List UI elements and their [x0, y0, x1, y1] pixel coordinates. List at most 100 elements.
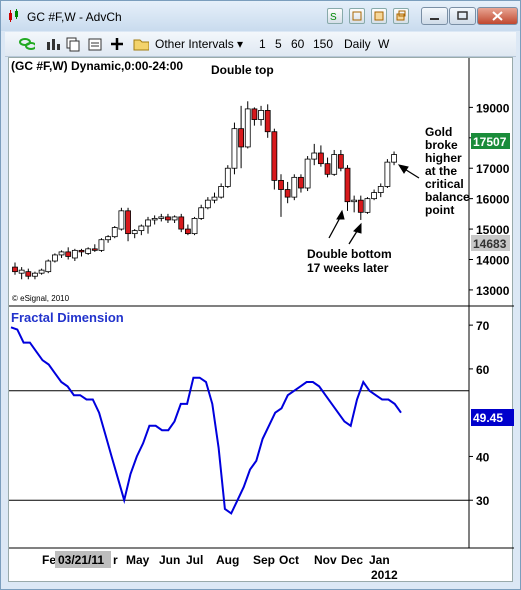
- indicator-tick-label: 40: [476, 450, 490, 464]
- candle-body: [258, 110, 264, 120]
- candle-body: [364, 198, 371, 213]
- cursor-date: 03/21/11: [58, 553, 104, 567]
- candle-body: [151, 218, 158, 221]
- candle-body: [18, 269, 25, 274]
- annotation-line: at the: [425, 164, 457, 178]
- month-label: Nov: [314, 553, 337, 567]
- maximize-button[interactable]: [449, 7, 476, 25]
- chart-canvas[interactable]: (GC #F,W) Dynamic,0:00-24:00 © eSignal, …: [9, 58, 514, 583]
- interval-150[interactable]: 150: [313, 37, 334, 51]
- candle-body: [12, 266, 18, 273]
- chain-link-icon[interactable]: [19, 36, 35, 52]
- price-tick-label: 15000: [476, 223, 510, 237]
- candlestick-series: [12, 101, 397, 280]
- candle-body: [211, 196, 218, 201]
- cascade-button[interactable]: [393, 8, 409, 24]
- interval-daily[interactable]: Daily: [344, 37, 371, 51]
- candlestick-app-icon: [9, 9, 18, 22]
- candle-body: [238, 128, 245, 148]
- candle-body: [91, 248, 98, 251]
- minimize-button[interactable]: [421, 7, 448, 25]
- year-label: 2012: [371, 568, 398, 582]
- month-label: Sep: [253, 553, 275, 567]
- candle-body: [298, 176, 304, 189]
- candle-body: [198, 207, 205, 219]
- properties-icon[interactable]: [87, 36, 103, 52]
- title-bar[interactable]: GC #F,W - AdvCh S: [1, 1, 520, 31]
- candle-body: [138, 225, 145, 231]
- other-intervals-label: Other Intervals: [155, 37, 234, 51]
- add-icon[interactable]: [109, 36, 125, 52]
- annotation-line: balance: [425, 190, 470, 204]
- interval-60[interactable]: 60: [291, 37, 305, 51]
- candle-body: [284, 189, 291, 198]
- candle-body: [118, 210, 125, 230]
- annotation-line: broke: [425, 138, 458, 152]
- candle-body: [71, 249, 78, 259]
- minimize-icon: [430, 18, 439, 20]
- candle-body: [184, 228, 191, 235]
- candle-body: [85, 248, 92, 254]
- indicator-value-badge: [471, 409, 514, 426]
- candle-body: [65, 251, 72, 257]
- chevron-down-icon: ▾: [237, 37, 244, 51]
- indicator-tick-label: 60: [476, 363, 490, 377]
- candle-body: [58, 251, 65, 256]
- candle-body: [377, 186, 384, 193]
- candle-body: [304, 158, 311, 189]
- candle-body: [45, 260, 52, 273]
- price-tick-label: 16000: [476, 193, 510, 207]
- bars-icon[interactable]: [45, 36, 61, 52]
- copy-icon[interactable]: [65, 36, 81, 52]
- annotation-line: higher: [425, 151, 462, 165]
- candle-body: [231, 128, 238, 169]
- folder-icon[interactable]: [133, 36, 149, 52]
- chart-area[interactable]: (GC #F,W) Dynamic,0:00-24:00 © eSignal, …: [8, 57, 514, 583]
- price-axis: 19000180001700016000150001400013000: [469, 101, 510, 298]
- interval-weekly[interactable]: W: [378, 37, 390, 51]
- annotation-line: critical: [425, 177, 464, 191]
- candle-body: [158, 216, 165, 219]
- toolbar: Other Intervals ▾ 1 5 60 150 Daily W: [5, 32, 516, 57]
- candle-body: [165, 216, 171, 221]
- tile-button[interactable]: [371, 8, 387, 24]
- candle-body: [344, 167, 351, 203]
- indicator-reference-lines: [9, 390, 469, 501]
- candle-body: [224, 167, 231, 187]
- month-label: Aug: [216, 553, 239, 567]
- link-button[interactable]: S: [327, 8, 343, 24]
- indicator-title: Fractal Dimension: [11, 310, 124, 325]
- other-intervals-dropdown[interactable]: Other Intervals ▾: [155, 35, 243, 53]
- candle-body: [178, 216, 185, 230]
- maximize-icon: [457, 11, 468, 20]
- interval-1[interactable]: 1: [259, 37, 266, 51]
- month-label: May: [126, 553, 150, 567]
- candle-body: [271, 131, 278, 181]
- candle-body: [244, 108, 251, 148]
- month-label: Fe: [42, 553, 56, 567]
- interval-5[interactable]: 5: [275, 37, 282, 51]
- candle-body: [384, 161, 391, 187]
- last-price-badge: [471, 133, 510, 149]
- candle-body: [391, 154, 397, 163]
- close-icon: [492, 11, 503, 21]
- candle-body: [25, 271, 32, 277]
- candle-body: [111, 227, 118, 238]
- candle-body: [125, 210, 131, 235]
- month-label: Dec: [341, 553, 363, 567]
- candle-body: [38, 269, 45, 274]
- candle-body: [337, 154, 344, 169]
- price-tick-label: 17000: [476, 162, 510, 176]
- indicator-tick-label: 30: [476, 494, 490, 508]
- candle-body: [98, 239, 105, 251]
- price-tick-label: 19000: [476, 101, 510, 115]
- indicator-tick-label: 70: [476, 319, 490, 333]
- indicator-current-value: 49.45: [473, 411, 503, 425]
- arrow-icon: [328, 164, 420, 245]
- candle-body: [357, 199, 364, 213]
- indicator-button[interactable]: [349, 8, 365, 24]
- candle-body: [191, 218, 198, 235]
- close-button[interactable]: [477, 7, 518, 25]
- weeks-later-annotation: 17 weeks later: [307, 261, 389, 275]
